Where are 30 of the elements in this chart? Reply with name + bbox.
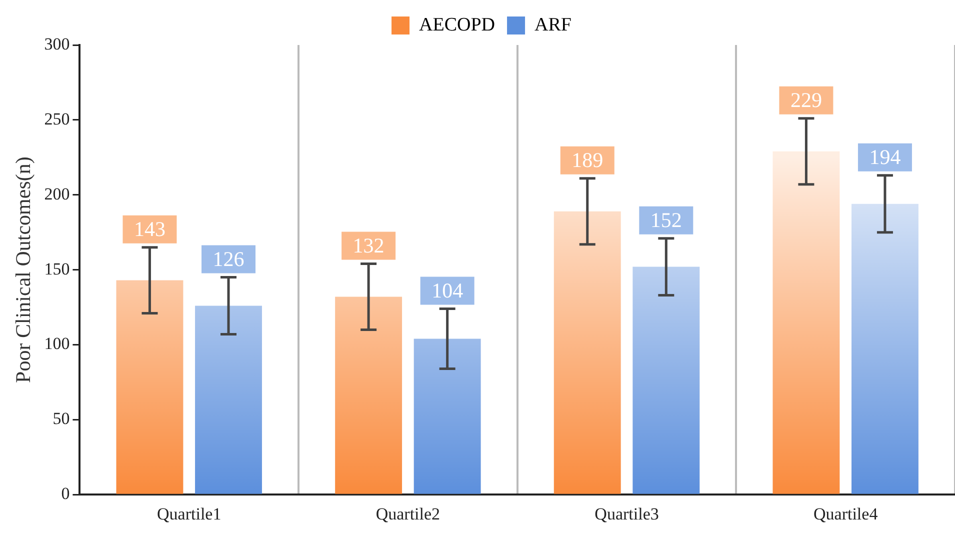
legend-label: AECOPD: [419, 14, 496, 36]
bar: [335, 296, 402, 494]
data-label: 132: [352, 233, 384, 258]
data-label: 143: [134, 216, 166, 241]
bar: [632, 266, 700, 494]
x-tick-label: Quartile2: [376, 504, 440, 524]
data-label: 126: [212, 246, 244, 271]
bar: [195, 306, 262, 494]
y-tick-label: 200: [44, 184, 70, 204]
bar: [116, 280, 184, 494]
bar: [554, 211, 621, 494]
bar: [851, 204, 918, 494]
data-label: 189: [572, 148, 604, 172]
data-label: 104: [432, 278, 464, 302]
legend-label: ARF: [534, 14, 572, 36]
y-tick-label: 150: [44, 259, 70, 278]
x-tick-label: Quartile4: [813, 504, 878, 524]
y-axis-title: Poor Clinical Outcomes(n): [11, 156, 36, 383]
y-tick-label: 100: [44, 334, 70, 354]
x-tick-label: Quartile1: [157, 504, 222, 524]
y-tick-label: 250: [44, 109, 70, 128]
data-label: 194: [869, 144, 902, 169]
y-tick-label: 300: [44, 34, 70, 54]
data-label: 152: [650, 208, 682, 232]
y-tick-label: 50: [52, 409, 70, 428]
data-label: 229: [790, 88, 822, 112]
bar: [772, 151, 840, 494]
x-tick-label: Quartile3: [594, 504, 659, 524]
bar: [414, 338, 481, 494]
y-tick-label: 0: [61, 484, 70, 504]
